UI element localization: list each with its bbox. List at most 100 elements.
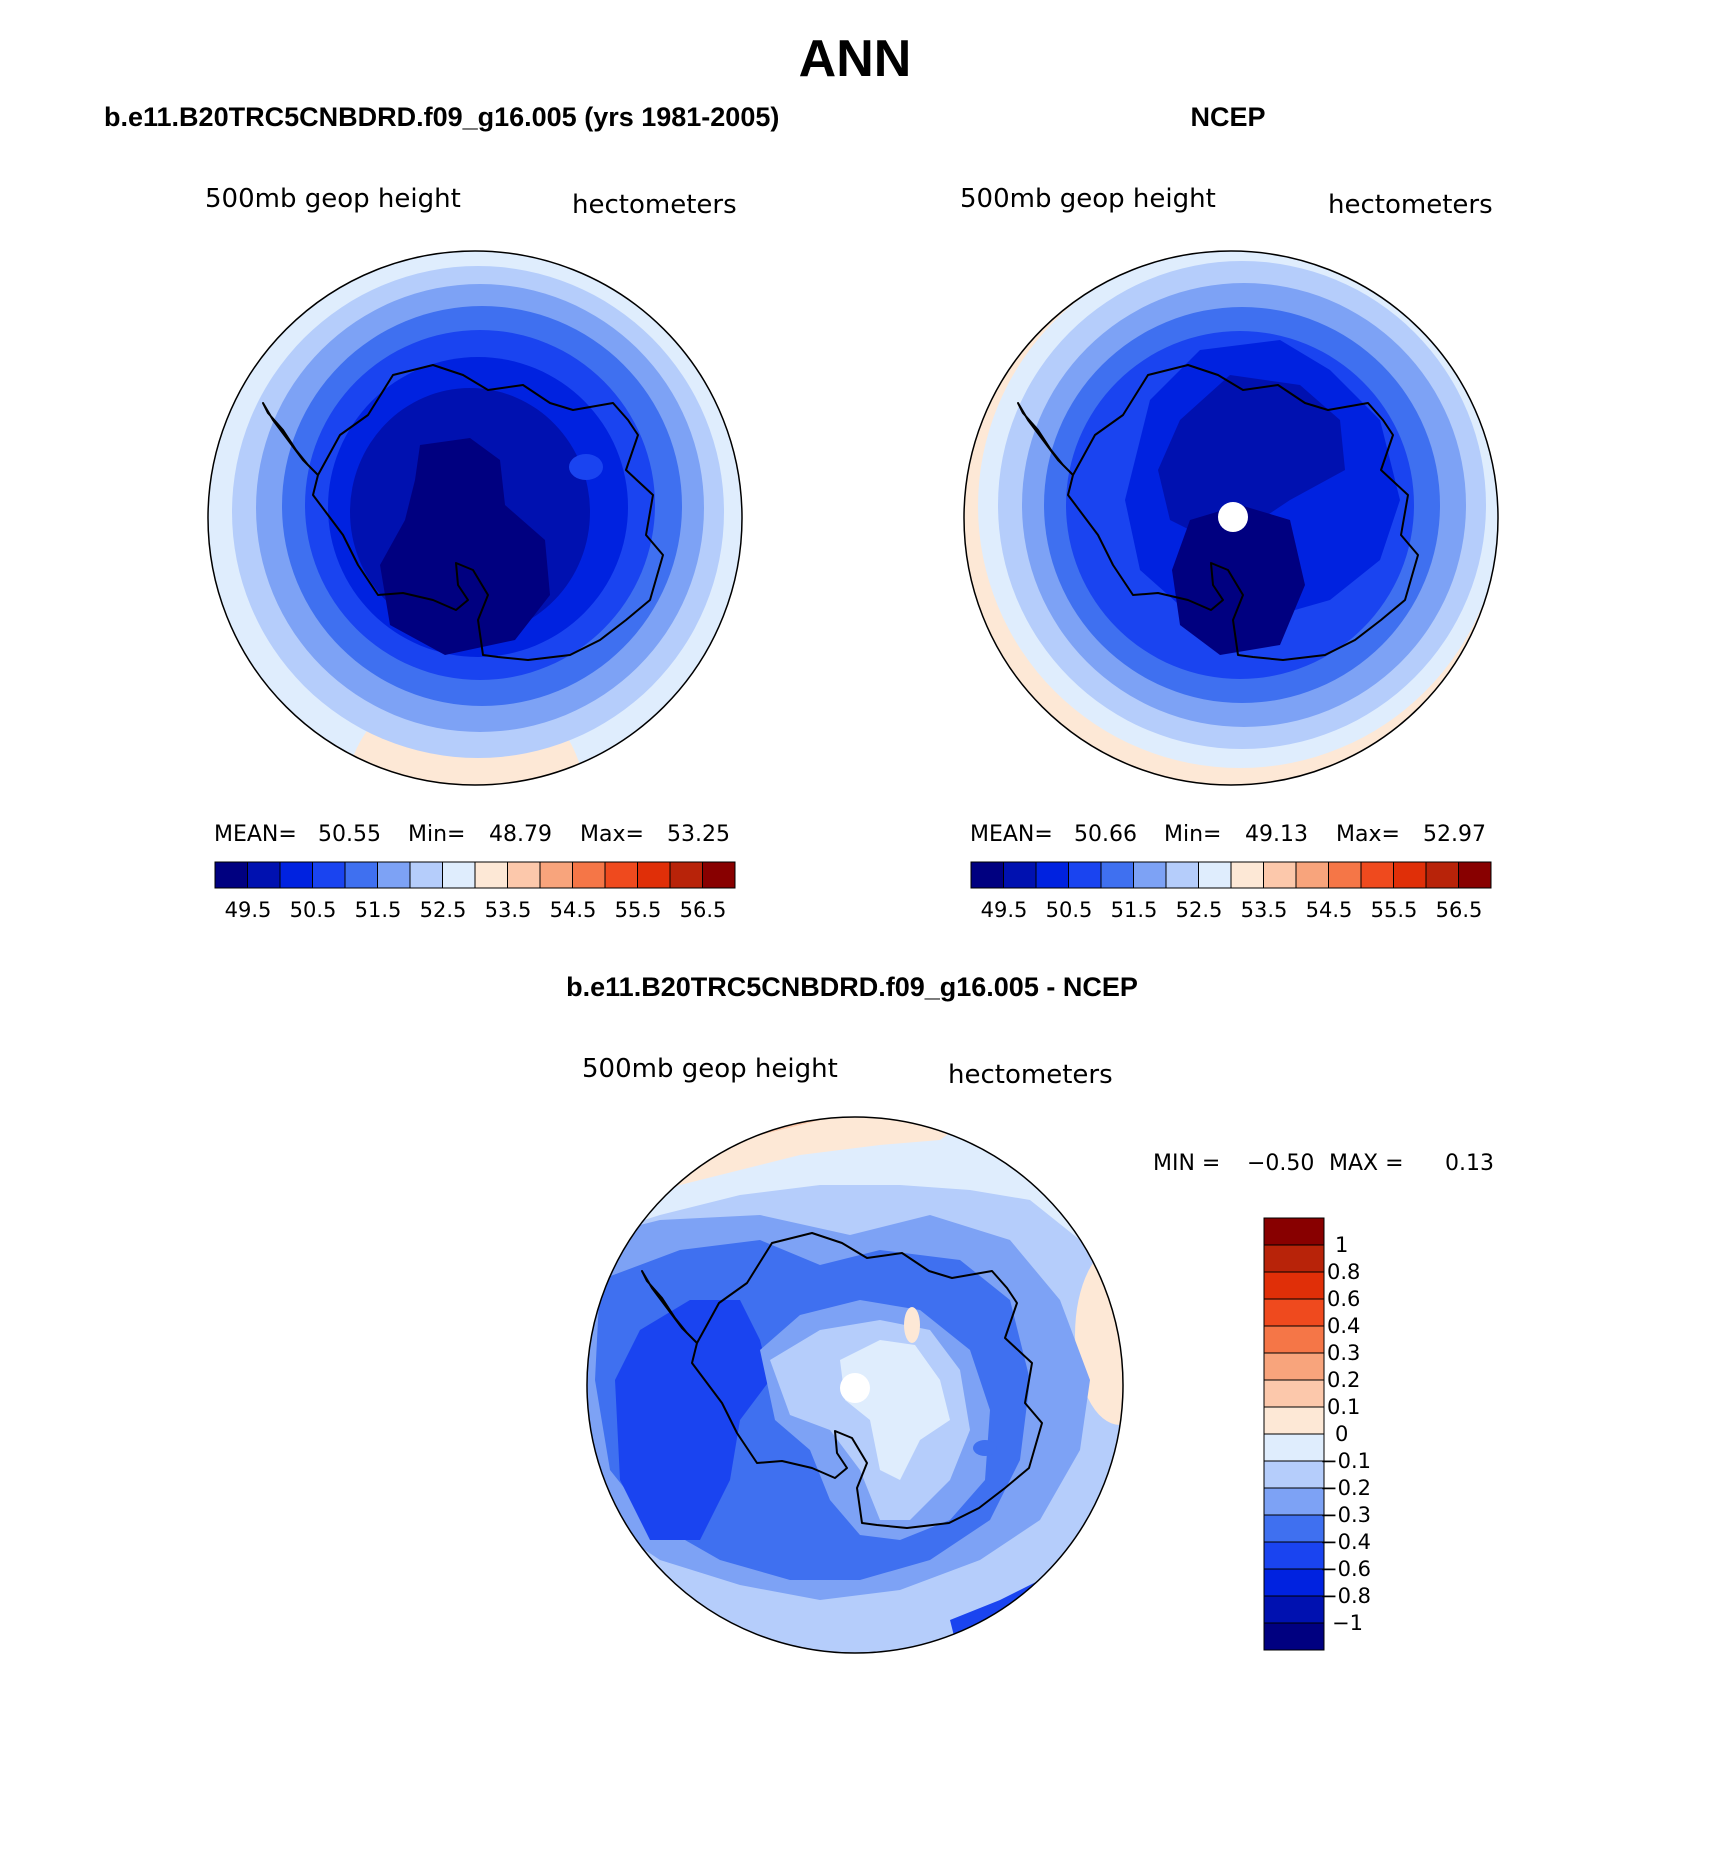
colorbar-swatch [1263, 1298, 1325, 1327]
panel-obs: NCEP 500mb geop height hectometers MEAN=… [960, 102, 1499, 922]
colorbar-tick-label: −1 [1332, 1611, 1363, 1635]
colorbar-tick-label: −0.6 [1320, 1557, 1371, 1581]
colorbar-tick-label: 0.2 [1327, 1368, 1360, 1392]
colorbar-tick-label: 54.5 [1306, 898, 1353, 922]
colorbar-tick-label: 49.5 [225, 898, 272, 922]
colorbar-swatch [1263, 1433, 1325, 1462]
panel-diff-units-label: hectometers [948, 1060, 1113, 1090]
colorbar-tick-label: 54.5 [550, 898, 597, 922]
panel-model-mean-label: MEAN= [214, 822, 297, 847]
panel-model-max-value: 53.25 [667, 822, 730, 847]
colorbar-swatch [1230, 861, 1264, 889]
panel-obs-map-border [963, 250, 1499, 786]
colorbar-swatch [1003, 861, 1037, 889]
colorbar-swatch [1068, 861, 1102, 889]
panel-obs-max-value: 52.97 [1423, 822, 1486, 847]
panel-obs-mean-value: 50.66 [1074, 822, 1137, 847]
colorbar-tick-label: 49.5 [981, 898, 1028, 922]
colorbar-swatch [1035, 861, 1069, 889]
colorbar-swatch [1263, 1541, 1325, 1570]
panel-model-min-value: 48.79 [489, 822, 552, 847]
colorbar-swatch [604, 861, 638, 889]
colorbar-tick-label: 50.5 [290, 898, 337, 922]
colorbar-swatch [344, 861, 378, 889]
panel-diff-missing-pole [840, 1373, 870, 1403]
colorbar-swatch [1263, 1568, 1325, 1597]
colorbar-tick-label: −0.1 [1320, 1449, 1371, 1473]
colorbar-tick-label: −0.8 [1320, 1584, 1371, 1608]
colorbar-swatch [1263, 1487, 1325, 1516]
colorbar-swatch [1328, 861, 1362, 889]
colorbar-swatch [637, 861, 671, 889]
colorbar-swatch [1263, 861, 1297, 889]
colorbar-swatch [1263, 1271, 1325, 1300]
colorbar-tick-label: 0.8 [1327, 1260, 1360, 1284]
panel-diff-max-label: MAX = [1329, 1151, 1404, 1176]
colorbar-tick-label: 0.4 [1327, 1314, 1360, 1338]
colorbar-swatch [442, 861, 476, 889]
colorbar-tick-label: 51.5 [355, 898, 402, 922]
colorbar-tick-label: 0.3 [1327, 1341, 1360, 1365]
colorbar-swatch [572, 861, 606, 889]
panel-obs-colorbar [970, 861, 1492, 889]
colorbar-tick-label: 0.1 [1327, 1395, 1360, 1419]
panel-model-map-border [207, 250, 743, 786]
colorbar-tick-label: 51.5 [1111, 898, 1158, 922]
colorbar-swatch [1263, 1595, 1325, 1624]
panel-model-header: b.e11.B20TRC5CNBDRD.f09_g16.005 (yrs 198… [104, 102, 779, 132]
colorbar-swatch [214, 861, 248, 889]
colorbar-tick-label: 53.5 [485, 898, 532, 922]
colorbar-swatch [1263, 1217, 1325, 1246]
colorbar-tick-label: 52.5 [1176, 898, 1223, 922]
panel-diff-variable-label: 500mb geop height [582, 1054, 838, 1084]
colorbar-tick-label: 55.5 [615, 898, 662, 922]
panel-diff-colorbar [1263, 1217, 1325, 1651]
panel-model-map [208, 251, 742, 785]
colorbar-swatch [970, 861, 1004, 889]
colorbar-swatch [1263, 1379, 1325, 1408]
panel-model-mean-value: 50.55 [318, 822, 381, 847]
colorbar-tick-label: 52.5 [420, 898, 467, 922]
colorbar-swatch [1393, 861, 1427, 889]
colorbar-tick-label: 56.5 [680, 898, 727, 922]
panel-obs-missing-pole [1218, 502, 1248, 532]
colorbar-swatch [1165, 861, 1199, 889]
colorbar-swatch [1263, 1406, 1325, 1435]
panel-obs-units-label: hectometers [1328, 190, 1493, 220]
colorbar-swatch [1425, 861, 1459, 889]
colorbar-tick-label: 53.5 [1241, 898, 1288, 922]
panel-obs-variable-label: 500mb geop height [960, 184, 1216, 214]
colorbar-swatch [1263, 1325, 1325, 1354]
panel-diff: b.e11.B20TRC5CNBDRD.f09_g16.005 - NCEP 5… [566, 972, 1494, 1654]
colorbar-tick-label: −0.2 [1320, 1476, 1371, 1500]
colorbar-tick-label: 56.5 [1436, 898, 1483, 922]
figure-title: ANN [799, 30, 912, 88]
colorbar-swatch [247, 861, 281, 889]
colorbar-swatch [1198, 861, 1232, 889]
colorbar-tick-label: 55.5 [1371, 898, 1418, 922]
colorbar-swatch [312, 861, 346, 889]
panel-model-colorbar [214, 861, 736, 889]
panel-obs-min-label: Min= [1164, 822, 1221, 847]
colorbar-swatch [702, 861, 736, 889]
panel-model-max-label: Max= [580, 822, 644, 847]
panel-obs-colorbar-ticks: 49.5 50.5 51.5 52.5 53.5 54.5 55.5 56.5 [981, 898, 1483, 922]
colorbar-swatch [1263, 1352, 1325, 1381]
colorbar-swatch [1295, 861, 1329, 889]
colorbar-tick-label: −0.3 [1320, 1503, 1371, 1527]
colorbar-tick-label: 0 [1335, 1422, 1348, 1446]
colorbar-swatch [1360, 861, 1394, 889]
panel-diff-max-value: 0.13 [1445, 1151, 1494, 1176]
colorbar-swatch [377, 861, 411, 889]
colorbar-swatch [1133, 861, 1167, 889]
colorbar-swatch [507, 861, 541, 889]
panel-obs-header: NCEP [1190, 102, 1265, 132]
colorbar-swatch [409, 861, 443, 889]
colorbar-swatch [474, 861, 508, 889]
panel-diff-min-label: MIN = [1153, 1151, 1220, 1176]
colorbar-swatch [539, 861, 573, 889]
colorbar-swatch [1100, 861, 1134, 889]
colorbar-swatch [1263, 1244, 1325, 1273]
panel-obs-mean-label: MEAN= [970, 822, 1053, 847]
panel-model-units-label: hectometers [572, 190, 737, 220]
